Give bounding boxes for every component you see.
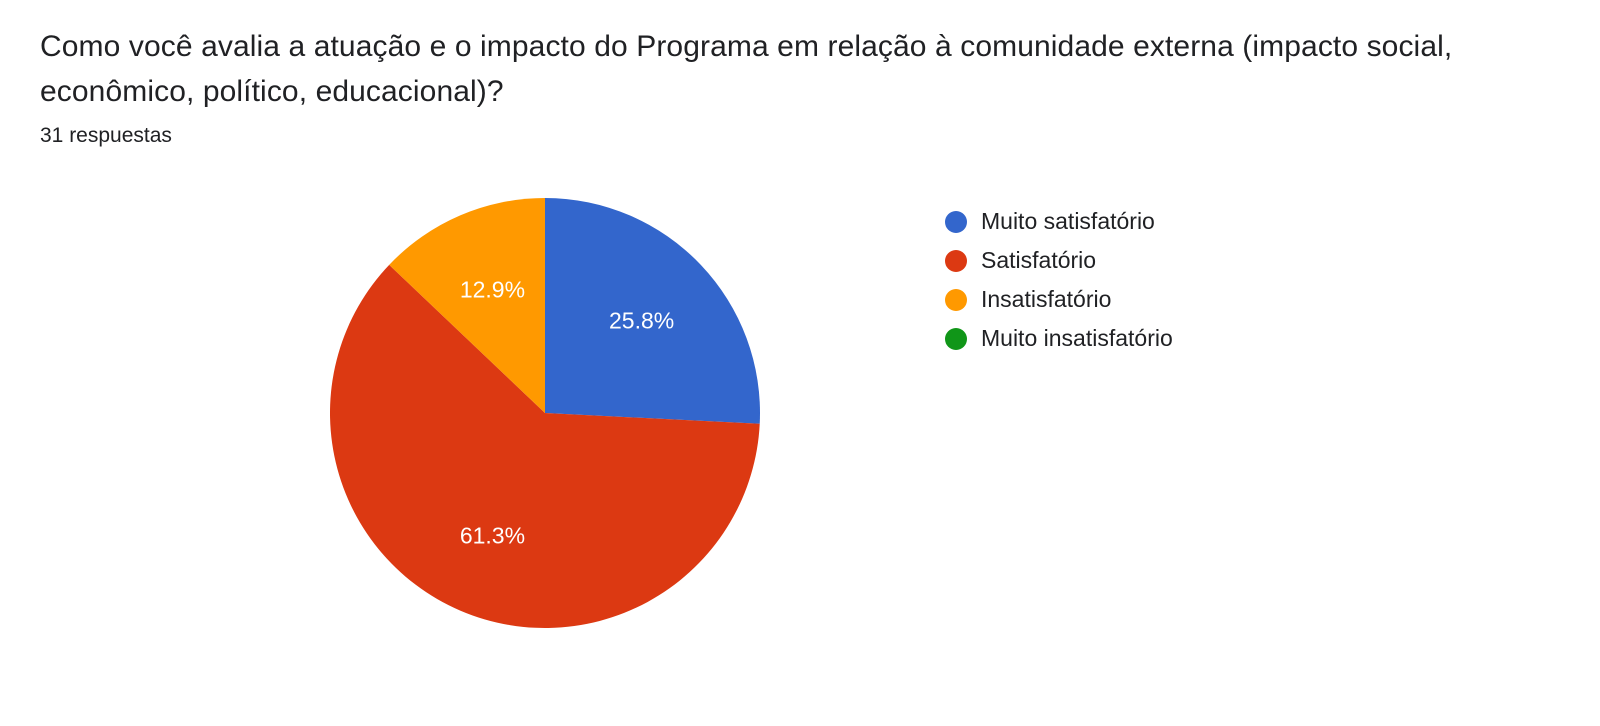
legend-dot-icon <box>945 250 967 272</box>
legend-dot-icon <box>945 211 967 233</box>
legend-label: Satisfatório <box>981 247 1096 274</box>
pie-svg <box>330 198 760 628</box>
legend-label: Muito satisfatório <box>981 208 1155 235</box>
pie-slice-label-insatisfatorio: 12.9% <box>460 277 525 304</box>
legend-dot-icon <box>945 328 967 350</box>
pie-slice-label-satisfatorio: 61.3% <box>460 522 525 549</box>
legend-dot-icon <box>945 289 967 311</box>
legend-item-insatisfatorio[interactable]: Insatisfatório <box>945 286 1173 313</box>
chart-legend: Muito satisfatório Satisfatório Insatisfat… <box>945 208 1173 364</box>
legend-label: Muito insatisfatório <box>981 325 1173 352</box>
pie-slice-label-muito_satisfatorio: 25.8% <box>609 308 674 335</box>
chart-title: Como você avalia a atuação e o impacto d… <box>40 24 1560 114</box>
legend-label: Insatisfatório <box>981 286 1111 313</box>
pie-chart: 25.8% 61.3% 12.9% <box>330 198 760 628</box>
legend-item-muito_insatisfatorio[interactable]: Muito insatisfatório <box>945 325 1173 352</box>
response-count: 31 respuestas <box>40 124 1560 148</box>
chart-area: 25.8% 61.3% 12.9% Muito satisfatório Satisf… <box>40 198 1560 628</box>
legend-item-muito_satisfatorio[interactable]: Muito satisfatório <box>945 208 1173 235</box>
legend-item-satisfatorio[interactable]: Satisfatório <box>945 247 1173 274</box>
